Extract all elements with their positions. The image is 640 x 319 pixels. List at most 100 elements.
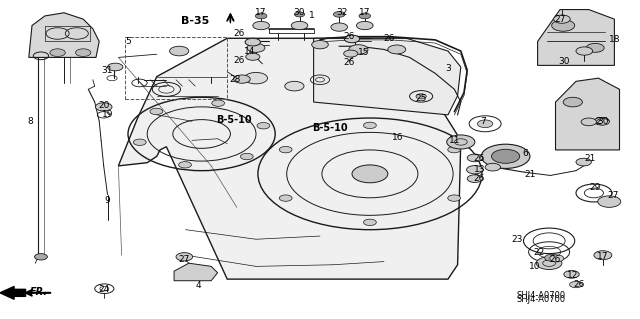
Text: 21: 21 bbox=[584, 154, 596, 163]
Text: 17: 17 bbox=[359, 8, 371, 17]
Circle shape bbox=[352, 165, 388, 183]
Text: 23: 23 bbox=[511, 235, 523, 244]
Circle shape bbox=[563, 97, 582, 107]
Text: 19: 19 bbox=[102, 110, 113, 119]
Circle shape bbox=[467, 166, 483, 174]
Circle shape bbox=[416, 94, 426, 99]
Circle shape bbox=[176, 253, 193, 261]
Circle shape bbox=[448, 195, 461, 201]
Circle shape bbox=[312, 41, 328, 49]
Circle shape bbox=[331, 23, 348, 31]
Circle shape bbox=[234, 75, 250, 83]
FancyArrow shape bbox=[0, 286, 26, 299]
Circle shape bbox=[255, 13, 267, 19]
Circle shape bbox=[279, 195, 292, 201]
Text: 26: 26 bbox=[473, 174, 484, 183]
Text: 27: 27 bbox=[179, 255, 190, 263]
Polygon shape bbox=[556, 78, 620, 150]
Text: 10: 10 bbox=[529, 262, 540, 271]
Circle shape bbox=[257, 122, 270, 129]
Circle shape bbox=[150, 108, 163, 115]
Circle shape bbox=[552, 20, 575, 31]
Text: 31: 31 bbox=[102, 66, 113, 75]
Text: 30: 30 bbox=[597, 117, 609, 126]
Text: 8: 8 bbox=[28, 117, 33, 126]
Text: 14: 14 bbox=[244, 47, 255, 56]
Text: 16: 16 bbox=[392, 133, 404, 142]
Circle shape bbox=[364, 122, 376, 129]
Text: 26: 26 bbox=[573, 280, 585, 289]
Circle shape bbox=[536, 257, 562, 270]
Circle shape bbox=[467, 175, 483, 182]
Polygon shape bbox=[29, 13, 99, 57]
Circle shape bbox=[291, 21, 308, 30]
Circle shape bbox=[576, 47, 593, 55]
Circle shape bbox=[246, 53, 260, 60]
Circle shape bbox=[241, 153, 253, 160]
Text: 26: 26 bbox=[233, 29, 244, 38]
Text: B-5-10: B-5-10 bbox=[312, 122, 348, 133]
Text: 30: 30 bbox=[294, 8, 305, 17]
Circle shape bbox=[364, 219, 376, 226]
Circle shape bbox=[598, 196, 621, 207]
Circle shape bbox=[485, 163, 500, 171]
Circle shape bbox=[388, 45, 406, 54]
Text: 26: 26 bbox=[473, 154, 484, 163]
Text: 1: 1 bbox=[310, 11, 315, 20]
Text: 13: 13 bbox=[474, 165, 486, 174]
Circle shape bbox=[545, 254, 559, 261]
Text: 11: 11 bbox=[449, 136, 460, 145]
Polygon shape bbox=[538, 10, 614, 65]
Circle shape bbox=[344, 50, 358, 57]
Circle shape bbox=[170, 46, 189, 56]
Text: 26: 26 bbox=[550, 256, 561, 264]
Text: 30: 30 bbox=[559, 57, 570, 66]
Text: 20: 20 bbox=[99, 101, 110, 110]
Circle shape bbox=[467, 154, 483, 162]
Circle shape bbox=[448, 146, 461, 153]
Circle shape bbox=[447, 135, 475, 149]
Circle shape bbox=[564, 271, 579, 278]
Circle shape bbox=[95, 103, 112, 111]
Circle shape bbox=[35, 254, 47, 260]
Text: 3: 3 bbox=[445, 64, 451, 73]
Circle shape bbox=[492, 149, 520, 163]
Text: 29: 29 bbox=[589, 183, 601, 192]
Circle shape bbox=[333, 11, 345, 17]
Circle shape bbox=[594, 117, 609, 125]
Bar bbox=[125, 37, 227, 99]
Text: B-5-10: B-5-10 bbox=[216, 115, 252, 125]
Circle shape bbox=[477, 120, 493, 128]
Text: 22: 22 bbox=[533, 248, 545, 256]
Circle shape bbox=[570, 281, 582, 288]
Circle shape bbox=[179, 162, 191, 168]
Circle shape bbox=[596, 119, 609, 125]
Text: 27: 27 bbox=[607, 191, 619, 200]
Circle shape bbox=[285, 81, 304, 91]
Circle shape bbox=[253, 21, 269, 30]
Circle shape bbox=[133, 139, 146, 145]
Text: 21: 21 bbox=[524, 170, 536, 179]
Text: 18: 18 bbox=[609, 35, 620, 44]
Circle shape bbox=[594, 251, 612, 260]
Text: 6: 6 bbox=[522, 149, 527, 158]
Text: 17: 17 bbox=[255, 8, 267, 17]
Circle shape bbox=[576, 158, 591, 166]
Text: 5: 5 bbox=[125, 37, 131, 46]
Circle shape bbox=[294, 12, 305, 17]
Circle shape bbox=[76, 49, 91, 56]
Circle shape bbox=[554, 15, 570, 23]
Circle shape bbox=[581, 118, 596, 126]
Circle shape bbox=[247, 43, 265, 52]
Circle shape bbox=[244, 72, 268, 84]
Text: 7: 7 bbox=[481, 117, 486, 126]
Circle shape bbox=[359, 13, 371, 19]
Circle shape bbox=[550, 255, 564, 262]
Text: 9: 9 bbox=[105, 197, 110, 205]
Text: B-35: B-35 bbox=[181, 16, 209, 26]
Text: 24: 24 bbox=[98, 285, 109, 294]
Text: 26: 26 bbox=[383, 34, 395, 43]
Polygon shape bbox=[118, 38, 461, 279]
Text: 26: 26 bbox=[343, 32, 355, 41]
Circle shape bbox=[212, 100, 225, 106]
